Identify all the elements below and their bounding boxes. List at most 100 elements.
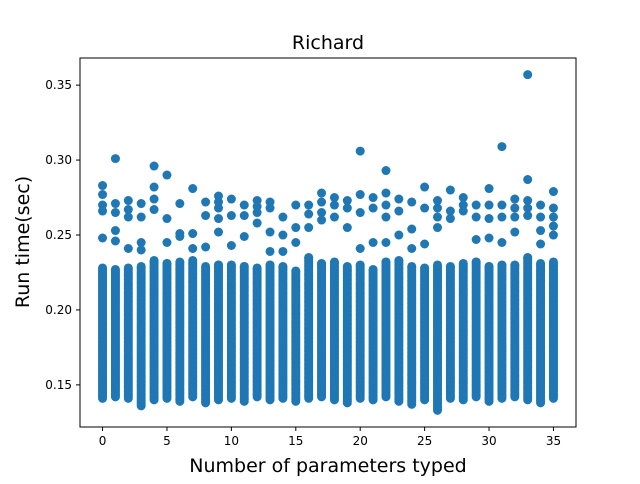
data-point [355, 244, 365, 253]
data-point [213, 214, 223, 224]
data-point [329, 212, 339, 222]
y-axis-label: Run time(sec) [12, 176, 34, 308]
data-point [136, 238, 146, 247]
data-point [536, 239, 546, 249]
x-tick-label: 5 [163, 434, 171, 448]
data-point [355, 190, 365, 200]
x-tick-label: 10 [224, 434, 239, 448]
data-point [162, 238, 172, 247]
data-point [201, 242, 211, 252]
data-point [381, 212, 391, 222]
data-point [548, 230, 558, 240]
data-point [123, 244, 133, 253]
data-point [304, 223, 314, 233]
data-point [433, 223, 443, 233]
data-point [342, 223, 352, 233]
data-point [497, 200, 507, 210]
data-point [201, 261, 211, 271]
data-point [136, 212, 146, 222]
data-point [445, 206, 455, 216]
data-point [291, 223, 301, 233]
data-point [149, 161, 159, 171]
data-point [123, 196, 133, 206]
data-point [420, 239, 430, 249]
data-point [497, 238, 507, 247]
data-point [317, 197, 327, 207]
data-point [239, 200, 249, 210]
data-point [548, 212, 558, 222]
data-point [484, 261, 494, 271]
data-point [278, 246, 288, 256]
y-tick-label: 0.25 [45, 228, 72, 242]
data-point [304, 252, 314, 262]
x-axis-label: Number of parameters typed [189, 455, 466, 477]
data-point [110, 236, 120, 246]
data-point [123, 263, 133, 273]
data-point [201, 211, 211, 221]
data-point [278, 261, 288, 271]
data-point [110, 154, 120, 164]
x-tick-label: 30 [481, 434, 496, 448]
data-point [510, 203, 520, 213]
data-point [175, 232, 185, 241]
data-point [471, 200, 481, 210]
data-point [394, 194, 404, 204]
data-point [536, 226, 546, 236]
y-tick-label: 0.35 [45, 78, 72, 92]
data-point [213, 227, 223, 237]
data-point [381, 257, 391, 267]
data-point [110, 226, 120, 236]
x-tick-label: 20 [353, 434, 368, 448]
data-point [523, 196, 533, 206]
data-point [188, 255, 198, 265]
data-point [98, 181, 108, 191]
data-point [252, 208, 262, 218]
data-point [239, 261, 249, 271]
data-point [329, 200, 339, 210]
data-point [510, 194, 520, 204]
x-tick-label: 25 [417, 434, 432, 448]
data-points [98, 70, 558, 415]
data-point [136, 261, 146, 271]
data-point [355, 146, 365, 156]
data-point [329, 193, 339, 203]
data-point [407, 261, 417, 271]
chart-title: Richard [292, 32, 364, 54]
data-point [433, 260, 443, 270]
data-point [433, 203, 443, 213]
data-point [317, 215, 327, 225]
data-point [278, 212, 288, 222]
data-point [252, 218, 262, 228]
data-point [342, 196, 352, 206]
data-point [226, 194, 236, 204]
data-point [110, 199, 120, 209]
data-point [445, 185, 455, 195]
data-point [213, 203, 223, 213]
data-point [484, 214, 494, 224]
data-point [368, 193, 378, 203]
data-point [548, 257, 558, 267]
data-point [458, 258, 468, 268]
data-point [407, 197, 417, 207]
plot-frame [79, 57, 577, 428]
data-point [98, 263, 108, 273]
data-point [510, 227, 520, 237]
data-point [149, 182, 159, 192]
data-point [381, 188, 391, 198]
data-point [368, 264, 378, 274]
y-tick-label: 0.15 [45, 378, 72, 392]
data-point [329, 257, 339, 267]
data-point [548, 221, 558, 231]
data-point [265, 227, 275, 237]
data-point [497, 260, 507, 270]
data-point [136, 245, 146, 255]
data-point [471, 235, 481, 244]
data-point [265, 260, 275, 270]
data-point [523, 70, 533, 80]
x-tick-label: 0 [99, 434, 107, 448]
data-point [523, 203, 533, 213]
data-point [342, 203, 352, 213]
data-point [123, 205, 133, 215]
data-point [239, 211, 249, 221]
